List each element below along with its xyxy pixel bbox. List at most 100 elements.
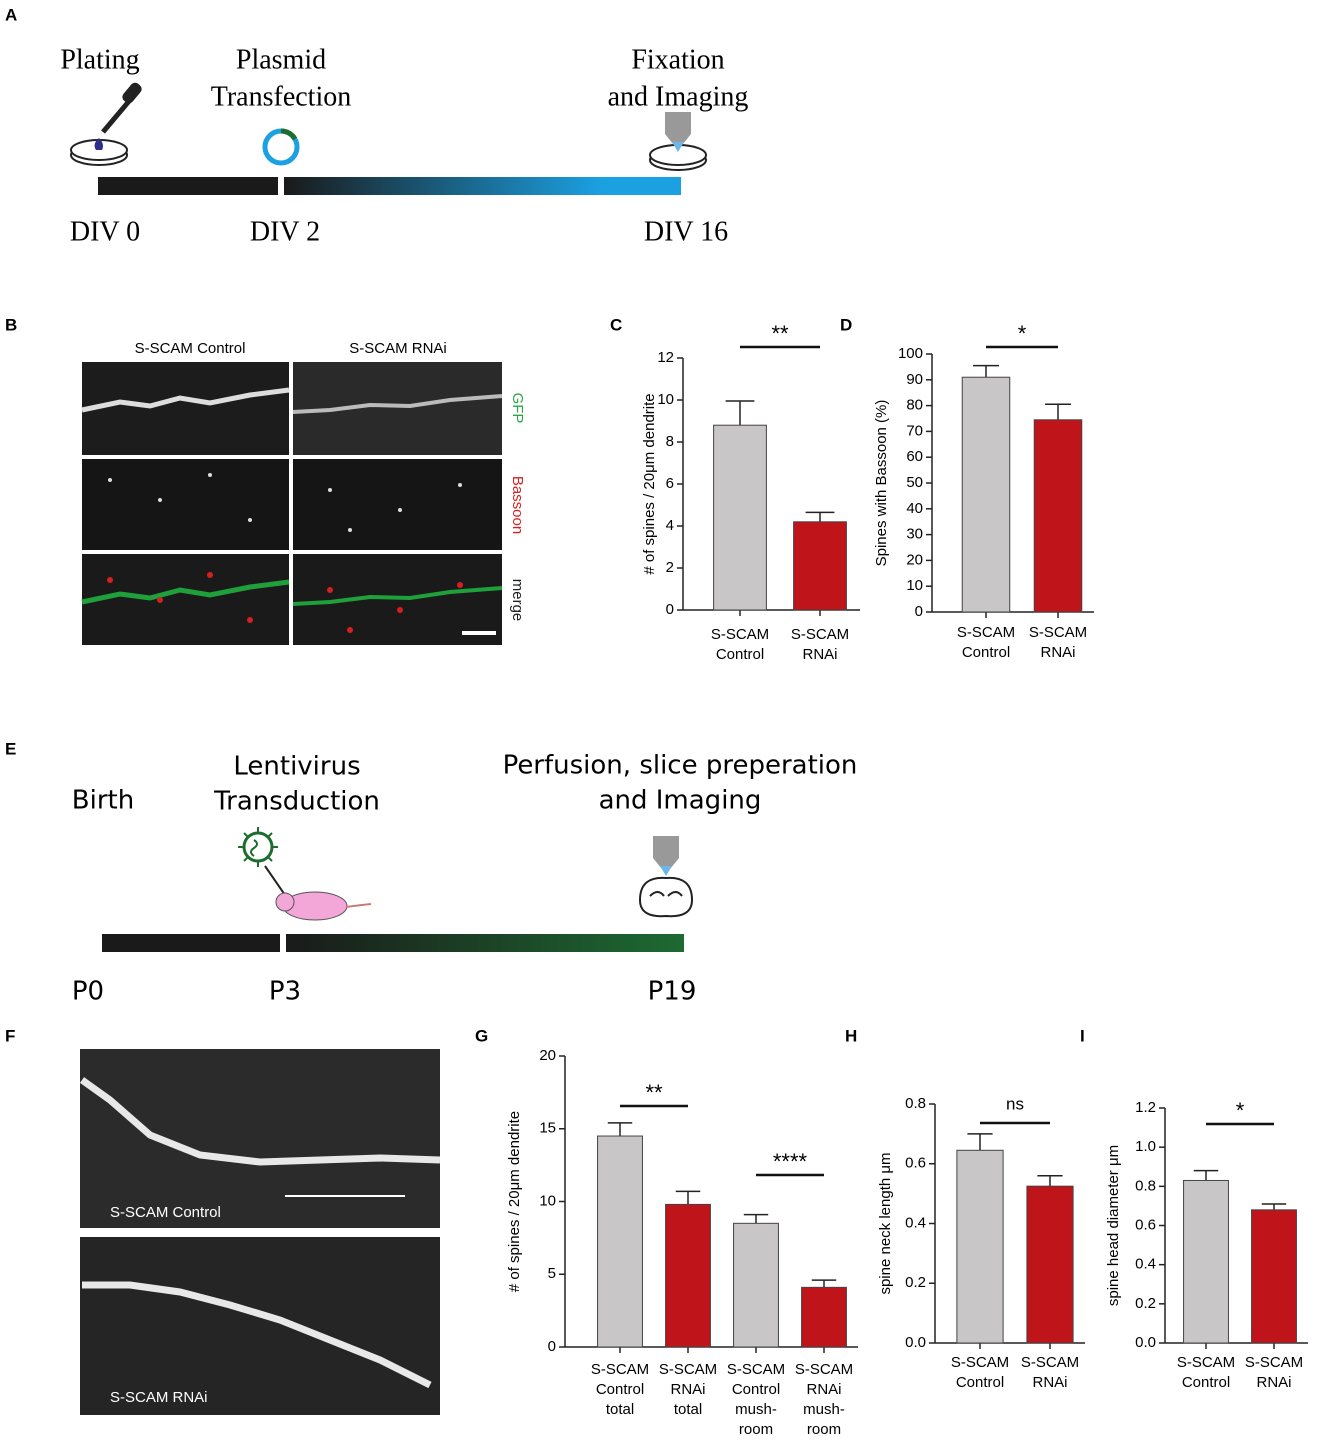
y-tick-label: 0 (548, 1338, 556, 1355)
y-tick-label: 5 (548, 1265, 556, 1282)
y-axis-label: spine head diameter μm (1105, 1145, 1122, 1306)
column-label: S-SCAM Control (135, 340, 246, 357)
y-tick-label: 1.2 (1135, 1099, 1156, 1116)
y-tick-label: 4 (666, 517, 674, 534)
bar (961, 376, 1011, 613)
event-label: Fixation (631, 44, 724, 75)
x-tick-label: RNAi (1256, 1374, 1291, 1391)
column-label: S-SCAM RNAi (349, 340, 447, 357)
x-tick-label: S-SCAM (791, 626, 849, 643)
bar (801, 1286, 847, 1348)
x-tick-label: Control (716, 646, 764, 663)
plasmid-icon (280, 128, 298, 141)
bar (1251, 1209, 1297, 1344)
event-label: Birth (72, 786, 134, 816)
image-label: S-SCAM RNAi (110, 1389, 208, 1406)
y-tick-label: 10 (657, 391, 674, 408)
bar (1183, 1179, 1229, 1344)
panel-letter: F (5, 1026, 15, 1045)
microscope-icon (649, 112, 707, 171)
bar (956, 1149, 1004, 1344)
timeline-bar (286, 934, 684, 952)
y-axis-label: # of spines / 20μm dendrite (506, 1111, 523, 1292)
dish-icon (70, 82, 142, 166)
micrographs (79, 1049, 441, 1415)
significance-label: * (1018, 321, 1027, 346)
time-label: DIV 0 (70, 216, 140, 247)
time-label: P3 (269, 977, 301, 1007)
x-tick-label: S-SCAM (1021, 1354, 1079, 1371)
virus-mouse-icon (238, 827, 372, 921)
x-tick-label: RNAi (670, 1381, 705, 1398)
panel-letter: I (1080, 1026, 1085, 1045)
x-tick-label: RNAi (802, 646, 837, 663)
y-tick-label: 80 (906, 397, 923, 414)
y-tick-label: 50 (906, 474, 923, 491)
bar (713, 424, 767, 611)
event-label: and Imaging (608, 81, 749, 112)
y-tick-label: 0.6 (905, 1155, 926, 1172)
y-tick-label: 20 (906, 551, 923, 568)
y-tick-label: 60 (906, 448, 923, 465)
y-tick-label: 0.0 (1135, 1334, 1156, 1351)
y-tick-label: 100 (898, 345, 923, 362)
micrographs (81, 362, 503, 645)
event-label: Plating (60, 44, 139, 75)
panel-letter: G (475, 1026, 488, 1045)
panel-letter: A (5, 5, 17, 24)
x-tick-label: S-SCAM (1177, 1354, 1235, 1371)
x-tick-label: S-SCAM (727, 1361, 785, 1378)
x-tick-label: RNAi (806, 1381, 841, 1398)
event-label: Transduction (213, 787, 380, 817)
x-tick-label: S-SCAM (1245, 1354, 1303, 1371)
bar (1033, 419, 1083, 613)
timeline-bar (102, 934, 280, 952)
y-tick-label: 0.4 (905, 1214, 926, 1231)
x-tick-label: Control (596, 1381, 644, 1398)
event-label: Transfection (211, 81, 352, 112)
time-label: P0 (72, 977, 104, 1007)
x-tick-label: S-SCAM (591, 1361, 649, 1378)
bar (665, 1203, 711, 1348)
event-label: Plasmid (236, 44, 326, 75)
x-tick-label: mush- (803, 1401, 845, 1418)
y-tick-label: 8 (666, 433, 674, 450)
x-tick-label: S-SCAM (951, 1354, 1009, 1371)
time-label: DIV 2 (250, 216, 320, 247)
y-tick-label: 20 (539, 1047, 556, 1064)
row-label: GFP (509, 393, 526, 424)
x-tick-label: RNAi (1032, 1374, 1067, 1391)
bar (733, 1222, 779, 1348)
significance-label: * (1236, 1098, 1245, 1123)
y-tick-label: 6 (666, 475, 674, 492)
x-tick-label: room (739, 1421, 773, 1438)
y-tick-label: 0.0 (905, 1334, 926, 1351)
time-label: P19 (648, 977, 697, 1007)
x-tick-label: total (606, 1401, 634, 1418)
row-label: merge (509, 579, 526, 622)
x-tick-label: mush- (735, 1401, 777, 1418)
bar (1026, 1185, 1074, 1344)
event-label: and Imaging (599, 786, 762, 816)
event-label: Perfusion, slice preperation (503, 751, 858, 781)
x-tick-label: total (674, 1401, 702, 1418)
y-tick-label: 0.6 (1135, 1216, 1156, 1233)
x-tick-label: S-SCAM (659, 1361, 717, 1378)
image-label: S-SCAM Control (110, 1204, 221, 1221)
y-tick-label: 1.0 (1135, 1138, 1156, 1155)
x-tick-label: RNAi (1040, 644, 1075, 661)
y-tick-label: 10 (539, 1192, 556, 1209)
timeline-bar (284, 177, 681, 195)
event-label: Lentivirus (233, 752, 360, 782)
x-tick-label: S-SCAM (795, 1361, 853, 1378)
y-tick-label: 10 (906, 577, 923, 594)
y-tick-label: 0 (915, 603, 923, 620)
x-tick-label: Control (1182, 1374, 1230, 1391)
significance-label: ** (771, 321, 789, 346)
y-tick-label: 0.4 (1135, 1256, 1156, 1273)
y-tick-label: 0.8 (1135, 1177, 1156, 1194)
panel-letter: B (5, 315, 17, 334)
bar (793, 521, 847, 611)
panel-letter: E (5, 739, 16, 758)
